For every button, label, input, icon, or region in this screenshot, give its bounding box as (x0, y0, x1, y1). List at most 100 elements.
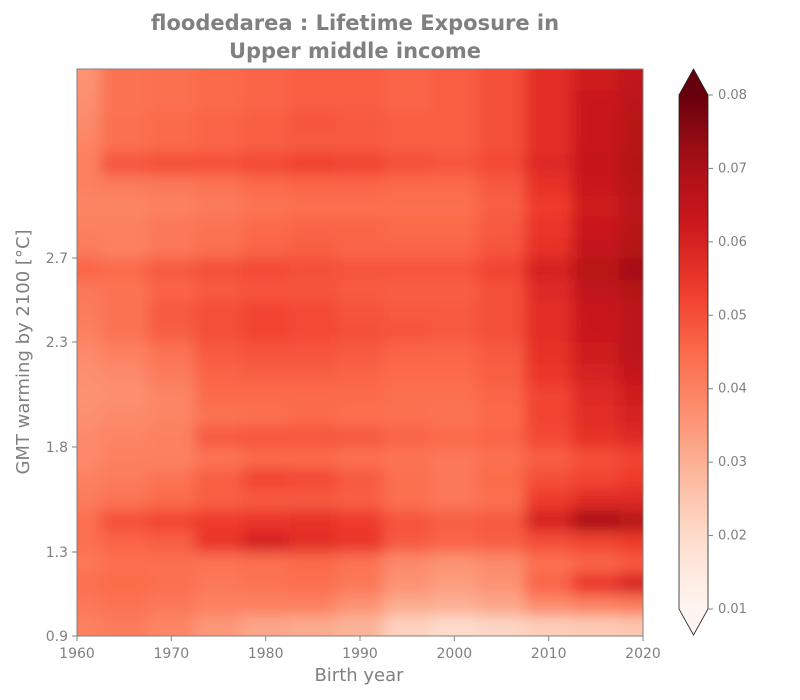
heatmap-cell (147, 174, 196, 196)
chart-title-line-1: floodedarea : Lifetime Exposure in (150, 11, 560, 35)
heatmap-cell (100, 426, 149, 448)
colorbar-extend-top (679, 69, 708, 95)
heatmap-cell (430, 363, 479, 385)
heatmap-cell (619, 321, 643, 343)
heatmap-cell (619, 510, 643, 532)
heatmap-cell (77, 258, 102, 280)
heatmap-cell (336, 573, 385, 595)
heatmap-cell (100, 258, 149, 280)
heatmap-cell (289, 552, 338, 574)
heatmap-cell (194, 342, 243, 364)
heatmap-cell (194, 615, 243, 636)
heatmap-cell (336, 279, 385, 301)
heatmap-cell (289, 384, 338, 406)
heatmap-cell (430, 111, 479, 133)
heatmap-cell (242, 531, 290, 553)
heatmap-cell (100, 531, 149, 553)
heatmap-cell (383, 594, 432, 616)
heatmap-cell (336, 384, 385, 406)
heatmap-cell (77, 531, 102, 553)
heatmap-cell (525, 573, 573, 595)
heatmap-cell (289, 594, 338, 616)
heatmap-cell (100, 573, 149, 595)
heatmap-cell (194, 69, 243, 91)
heatmap-cell (572, 405, 621, 427)
heatmap-cell (383, 468, 432, 490)
heatmap-cell (430, 258, 479, 280)
heatmap-cell (336, 615, 385, 636)
heatmap-cell (572, 426, 621, 448)
heatmap-cell (525, 384, 573, 406)
heatmap-cell (477, 90, 526, 112)
heatmap-cell (77, 321, 102, 343)
heatmap-cell (336, 90, 385, 112)
heatmap-cell (336, 132, 385, 154)
chart-title-line-2: Upper middle income (228, 39, 482, 63)
heatmap-cell (289, 132, 338, 154)
heatmap-cell (619, 195, 643, 217)
heatmap-cell (336, 489, 385, 511)
heatmap-cell (147, 300, 196, 322)
heatmap-cell (572, 363, 621, 385)
heatmap-cell (77, 195, 102, 217)
heatmap-cell (477, 531, 526, 553)
x-tick-label: 1980 (248, 646, 284, 662)
heatmap-cell (289, 69, 338, 91)
heatmap-cell (242, 258, 290, 280)
heatmap-cell (194, 447, 243, 469)
heatmap-cell (619, 258, 643, 280)
heatmap-cell (289, 426, 338, 448)
heatmap-cell (242, 321, 290, 343)
heatmap-cell (194, 468, 243, 490)
heatmap-cell (289, 531, 338, 553)
heatmap-cell (77, 69, 102, 91)
heatmap-cell (242, 363, 290, 385)
heatmap-cell (477, 321, 526, 343)
heatmap-cell (619, 216, 643, 238)
heatmap-cell (525, 489, 573, 511)
heatmap-cell (430, 468, 479, 490)
heatmap-cell (77, 447, 102, 469)
heatmap-cell (77, 279, 102, 301)
heatmap-cell (336, 531, 385, 553)
heatmap-cell (147, 384, 196, 406)
heatmap-cell (194, 405, 243, 427)
heatmap-cell (100, 552, 149, 574)
heatmap-cell (383, 300, 432, 322)
heatmap-cell (430, 552, 479, 574)
heatmap-cell (383, 321, 432, 343)
heatmap-cell (242, 615, 290, 636)
heatmap-cell (194, 573, 243, 595)
heatmap-cell (77, 489, 102, 511)
heatmap-cell (336, 174, 385, 196)
heatmap-cell (289, 447, 338, 469)
heatmap-cell (525, 300, 573, 322)
heatmap-cell (242, 468, 290, 490)
heatmap-cell (194, 300, 243, 322)
heatmap-cell (242, 594, 290, 616)
heatmap-cell (100, 321, 149, 343)
heatmap-cell (147, 342, 196, 364)
heatmap-cell (242, 510, 290, 532)
heatmap-cell (619, 237, 643, 259)
heatmap-cell (336, 300, 385, 322)
heatmap-cell (430, 510, 479, 532)
colorbar-tick-label: 0.02 (718, 529, 747, 544)
heatmap-cell (383, 216, 432, 238)
heatmap-cell (525, 111, 573, 133)
heatmap-cell (525, 195, 573, 217)
heatmap-cell (147, 153, 196, 175)
heatmap-cell (572, 615, 621, 636)
heatmap-cell (242, 111, 290, 133)
heatmap-cell (336, 153, 385, 175)
heatmap-cell (100, 132, 149, 154)
heatmap-cell (194, 321, 243, 343)
heatmap-cell (77, 363, 102, 385)
heatmap-cell (572, 594, 621, 616)
heatmap-cell (336, 258, 385, 280)
heatmap-cell (100, 111, 149, 133)
heatmap-cell (77, 510, 102, 532)
heatmap-cell (336, 447, 385, 469)
heatmap-cell (525, 594, 573, 616)
heatmap-cell (430, 237, 479, 259)
